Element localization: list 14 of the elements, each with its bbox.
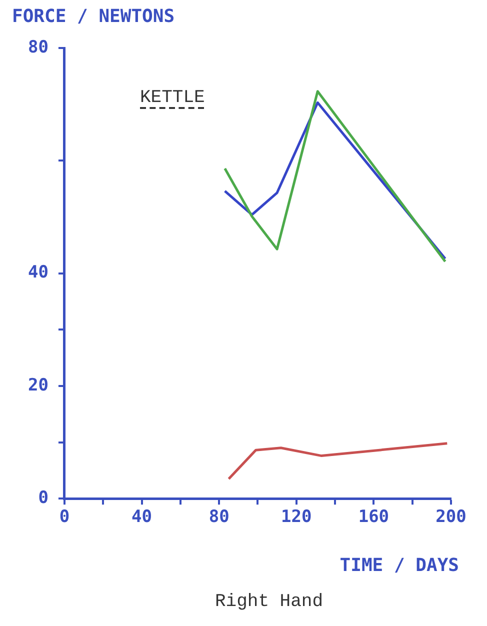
x-tick-label: 80 xyxy=(208,507,230,528)
y-tick-label: 20 xyxy=(28,375,48,396)
annotation: KETTLE xyxy=(140,88,205,108)
y-tick-label: 0 xyxy=(38,488,48,508)
x-tick-label: 0 xyxy=(59,507,70,528)
text: Right Hand xyxy=(215,592,324,612)
x-tick-label: 200 xyxy=(436,507,466,528)
x-tick-label: 120 xyxy=(281,507,312,528)
x-tick-label: 160 xyxy=(358,507,390,528)
x-axis-title: TIME / DAYS xyxy=(340,555,459,576)
y-axis-title: FORCE / NEWTONS xyxy=(12,6,175,27)
y-tick-label: 80 xyxy=(28,37,48,58)
x-tick-label: 40 xyxy=(132,507,152,528)
y-tick-label: 40 xyxy=(28,262,48,283)
